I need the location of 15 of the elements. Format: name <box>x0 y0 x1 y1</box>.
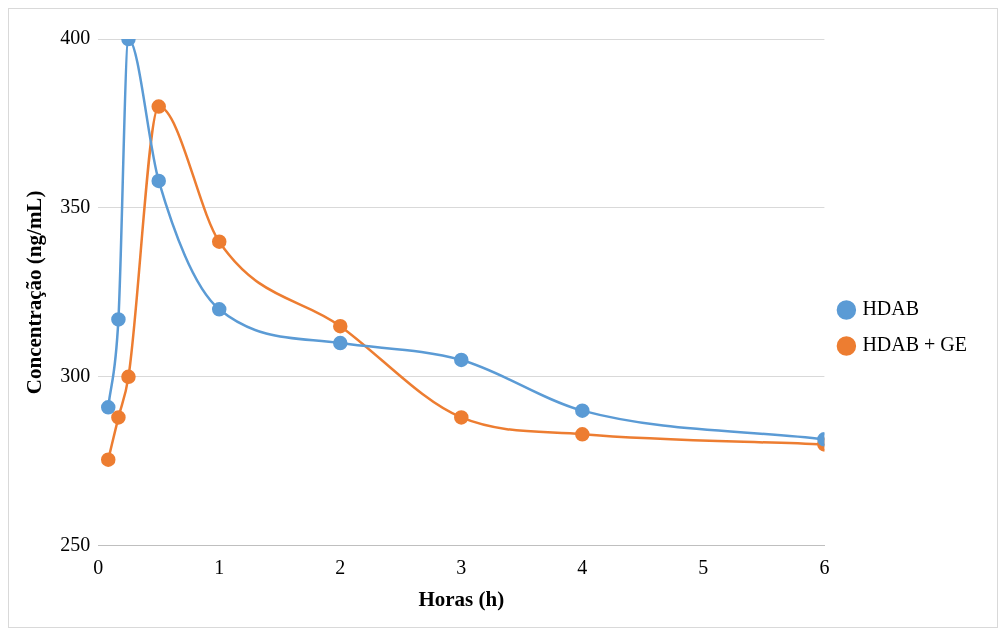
x-tick-label: 6 <box>819 556 830 579</box>
x-tick-label: 4 <box>577 556 588 579</box>
y-tick-label: 350 <box>60 195 91 218</box>
x-tick-label: 1 <box>214 556 225 579</box>
legend-label: HDAB <box>862 297 920 320</box>
x-axis-title: Horas (h) <box>418 586 505 611</box>
x-tick-label: 5 <box>698 556 709 579</box>
y-tick-label: 250 <box>60 533 91 556</box>
y-axis-title: Concentração (ng/mL) <box>22 190 47 395</box>
x-tick-label: 2 <box>335 556 346 579</box>
x-tick-label: 3 <box>456 556 467 579</box>
x-tick-label: 0 <box>93 556 104 579</box>
y-tick-label: 300 <box>60 364 91 387</box>
y-tick-label: 400 <box>60 26 91 49</box>
legend-label: HDAB + GE <box>862 333 967 356</box>
